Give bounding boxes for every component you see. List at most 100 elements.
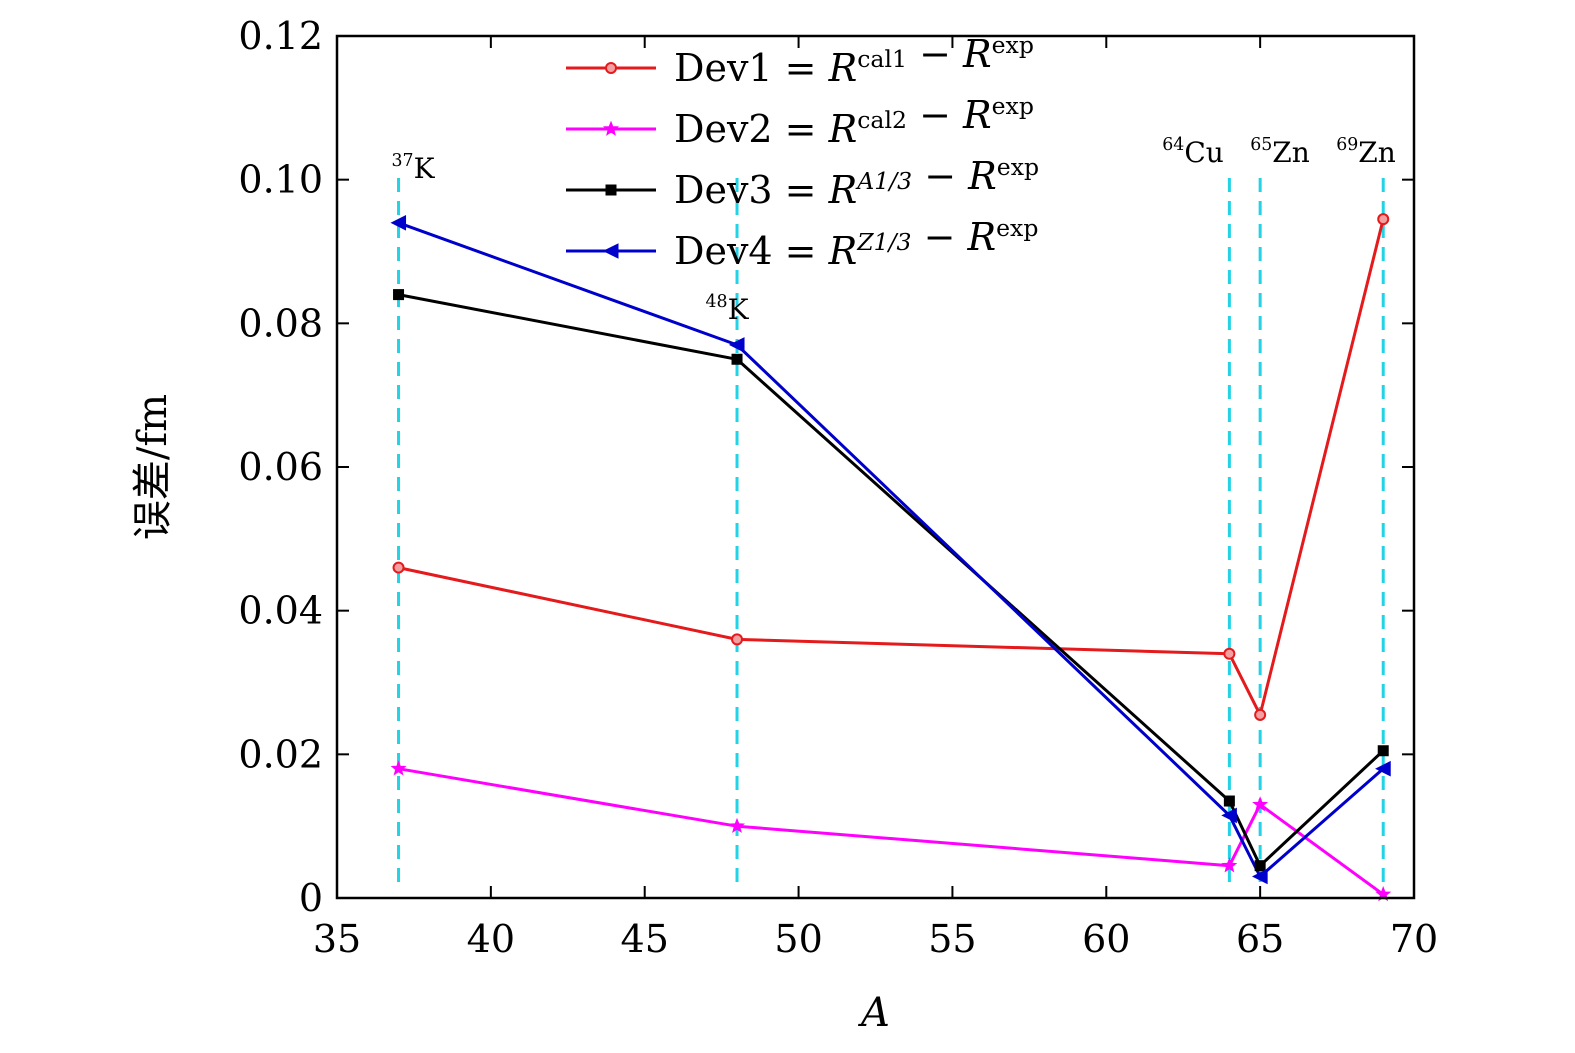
annotation-element: Zn <box>1272 136 1310 169</box>
data-point-dev4 <box>1252 868 1268 885</box>
legend-label: Dev4 = RZ1/3 − Rexp <box>674 214 1038 273</box>
y-tick-label: 0.04 <box>238 589 323 633</box>
annotation-k37: 37K <box>391 151 435 185</box>
legend-label-part: cal2 <box>857 106 907 134</box>
legend-label-part: R <box>967 215 997 259</box>
data-point-dev4 <box>1221 807 1237 824</box>
data-point-dev4 <box>390 214 407 231</box>
y-tick-label: 0 <box>299 876 323 920</box>
legend-label-part: exp <box>996 214 1038 242</box>
annotation-mass: 37 <box>391 151 413 171</box>
data-point-dev1 <box>1377 213 1390 226</box>
annotation-element: Zn <box>1358 136 1396 169</box>
y-tick-label: 0.10 <box>238 158 323 202</box>
legend-label-part: R <box>967 154 997 198</box>
y-tick-label: 0.02 <box>238 732 323 776</box>
x-tick-label: 50 <box>774 917 822 961</box>
legend-label-part: R <box>962 93 992 137</box>
legend-item-dev4: Dev4 = RZ1/3 − Rexp <box>566 214 1038 273</box>
x-tick-label: 35 <box>313 917 361 961</box>
legend-label-part: Z1/3 <box>856 228 911 256</box>
x-tick-label: 70 <box>1390 917 1438 961</box>
series-line-dev2 <box>398 767 1385 896</box>
data-point-dev2 <box>390 760 407 776</box>
legend-label-part: Dev4 = <box>674 229 829 273</box>
data-point-dev1 <box>1223 647 1236 660</box>
legend-label-part: R <box>828 46 858 90</box>
legend-label: Dev1 = Rcal1 − Rexp <box>674 31 1034 90</box>
x-tick-label: 40 <box>467 917 515 961</box>
legend-label-part: exp <box>997 153 1039 181</box>
legend-marker <box>605 184 617 196</box>
annotation-mass: 64 <box>1162 135 1184 155</box>
annotation-mass: 48 <box>705 292 727 312</box>
series-line-dev4 <box>397 221 1385 878</box>
data-point-dev3 <box>1223 795 1235 807</box>
legend-label-part: Dev2 = <box>674 107 829 151</box>
legend-item-dev2: Dev2 = Rcal2 − Rexp <box>566 92 1034 151</box>
x-axis-label: A <box>857 990 890 1036</box>
annotation-cu64: 64Cu <box>1162 135 1224 169</box>
annotation-element: Cu <box>1184 136 1223 169</box>
data-point-dev1 <box>731 633 744 646</box>
legend-label-part: − <box>907 93 963 137</box>
data-point-dev1 <box>1254 708 1267 721</box>
legend-label-part: exp <box>992 31 1034 59</box>
data-point-dev4 <box>1375 760 1391 777</box>
legend-label-part: R <box>962 32 992 76</box>
annotation-mass: 65 <box>1250 135 1272 155</box>
x-axis-ticks: 35 40 45 50 55 60 65 70 <box>313 36 1438 961</box>
legend-label: Dev2 = Rcal2 − Rexp <box>674 92 1034 151</box>
annotation-zn65: 65Zn <box>1250 135 1310 169</box>
legend-label-part: exp <box>992 92 1034 120</box>
plot-frame <box>335 34 1416 900</box>
legend-label-part: A1/3 <box>855 167 912 195</box>
series-line-dev1 <box>398 218 1385 717</box>
y-tick-label: 0.08 <box>238 301 323 345</box>
data-point-dev3 <box>393 289 405 301</box>
x-tick-label: 65 <box>1236 917 1284 961</box>
reference-lines <box>397 178 1385 888</box>
x-tick-label: 45 <box>621 917 669 961</box>
data-point-dev2 <box>1221 857 1238 873</box>
legend-label-part: − <box>907 32 963 76</box>
legend-label-part: − <box>912 154 968 198</box>
data-point-dev3 <box>1254 860 1266 872</box>
legend-label-part: Dev3 = <box>674 168 829 212</box>
legend-item-dev3: Dev3 = RA1/3 − Rexp <box>566 153 1039 212</box>
legend-label-part: R <box>828 229 858 273</box>
annotation-zn69: 69Zn <box>1336 135 1396 169</box>
legend-label-part: cal1 <box>857 45 907 73</box>
data-point-dev4 <box>728 337 745 353</box>
series-markers <box>390 213 1392 902</box>
legend-item-dev1: Dev1 = Rcal1 − Rexp <box>566 31 1034 90</box>
legend-marker <box>602 243 619 259</box>
data-point-dev3 <box>1377 745 1389 757</box>
legend-label-part: R <box>828 107 858 151</box>
legend-label: Dev3 = RA1/3 − Rexp <box>674 153 1039 212</box>
data-point-dev3 <box>731 353 743 365</box>
annotation-mass: 69 <box>1336 135 1358 155</box>
annotation-k48: 48K <box>705 292 749 326</box>
y-tick-label-top: 0.12 <box>238 14 323 58</box>
annotation-element: K <box>728 293 750 326</box>
legend-marker <box>602 120 620 136</box>
y-axis-ticks: 0 0.02 0.04 0.06 0.08 0.10 0.12 <box>238 14 1414 920</box>
data-point-dev1 <box>392 561 405 574</box>
series-line-dev3 <box>398 293 1385 868</box>
legend-label-part: − <box>912 215 968 259</box>
x-tick-label: 55 <box>928 917 976 961</box>
x-tick-label: 60 <box>1082 917 1130 961</box>
legend-marker <box>605 62 617 74</box>
legend-label-part: R <box>828 168 858 212</box>
y-tick-label: 0.06 <box>238 445 323 489</box>
data-point-dev2 <box>729 817 746 833</box>
y-axis-label: 误差/fm <box>130 394 176 540</box>
legend-label-part: Dev1 = <box>674 46 829 90</box>
series-lines <box>397 218 1385 896</box>
data-point-dev2 <box>1252 796 1269 812</box>
annotation-element: K <box>414 152 436 185</box>
